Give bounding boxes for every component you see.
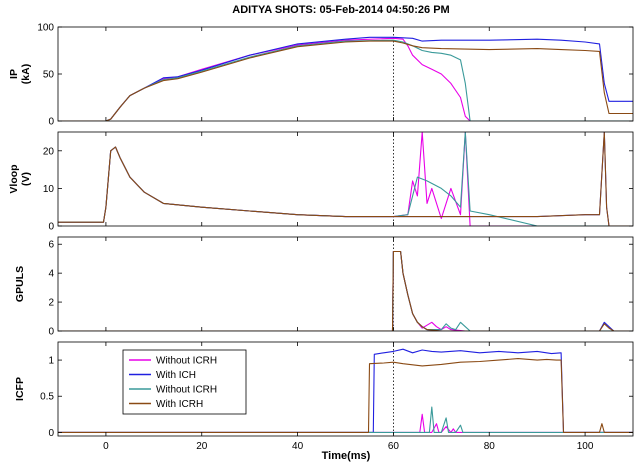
y-tick-label-gpuls-0: 0	[48, 327, 54, 338]
series-group-vloop	[58, 132, 633, 226]
series-group-ip	[58, 36, 633, 121]
y-tick-label-ip-0: 0	[48, 117, 54, 128]
plot-area-ip	[58, 27, 633, 121]
plot-area-gpuls	[58, 237, 633, 331]
x-tick-label-80: 80	[484, 441, 496, 452]
axes-frame-vloop	[57, 131, 634, 227]
y-tick-label-gpuls-2: 2	[48, 298, 54, 309]
legend-label-2: Without ICRH	[156, 385, 217, 396]
panel-gpuls: 0 2 4 6 GPULS	[14, 236, 634, 338]
y-tick-label-vloop-0: 0	[48, 222, 54, 233]
series-line-gpuls-3	[58, 250, 633, 331]
x-tick-label-60: 60	[388, 441, 400, 452]
axes-frame-icfp	[57, 341, 634, 437]
y-tick-label-ip-50: 50	[43, 70, 55, 81]
y-tick-label-ip-100: 100	[37, 23, 54, 34]
panel-vloop: 0 10 20 Vloop (V)	[8, 131, 634, 233]
series-group-gpuls	[58, 250, 633, 331]
y-tick-label-gpuls-6: 6	[48, 240, 54, 251]
axes-frame-gpuls	[57, 236, 634, 332]
y-axis-label-icfp-0: ICFP	[14, 377, 26, 401]
y-tick-label-gpuls-4: 4	[48, 269, 54, 280]
y-axis-label-vloop-1: (V)	[20, 172, 32, 186]
x-tick-label-20: 20	[196, 441, 208, 452]
plot-area-vloop	[58, 132, 633, 226]
y-axis-label-ip-1: (kA)	[20, 64, 32, 84]
y-axis-label-gpuls-0: GPULS	[14, 266, 26, 302]
x-axis-label: Time(ms)	[322, 450, 371, 462]
y-axis-label-vloop-0: Vloop	[8, 164, 20, 193]
series-line-vloop-3	[58, 132, 633, 226]
x-tick-label-40: 40	[292, 441, 304, 452]
series-line-ip-3	[58, 40, 633, 121]
y-tick-label-icfp-0: 0	[48, 428, 54, 439]
y-tick-label-icfp-0.5: 0.5	[40, 392, 54, 403]
legend-label-0: Without ICRH	[156, 356, 217, 367]
figure-title: ADITYA SHOTS: 05-Feb-2014 04:50:26 PM	[232, 4, 449, 16]
y-axis-label-ip-0: IP	[8, 69, 20, 79]
legend: Without ICRH With ICH Without ICRH With ICR…	[122, 349, 247, 415]
legend-label-3: With ICRH	[156, 399, 203, 410]
panel-icfp: 0 20 40 60 80 100 0 0.5 1 ICFP	[14, 341, 634, 452]
x-tick-label-0: 0	[103, 441, 109, 452]
series-line-icfp-3	[58, 358, 633, 433]
y-tick-label-vloop-10: 10	[43, 184, 55, 195]
legend-label-1: With ICH	[156, 370, 196, 381]
x-tick-label-100: 100	[577, 441, 594, 452]
y-tick-label-vloop-20: 20	[43, 146, 55, 157]
y-tick-label-icfp-1: 1	[48, 356, 54, 367]
series-line-icfp-2	[58, 406, 633, 433]
panel-ip: 0 50 100 IP (kA)	[8, 23, 634, 128]
series-group-icfp	[58, 348, 633, 433]
series-line-icfp-1	[58, 348, 633, 433]
